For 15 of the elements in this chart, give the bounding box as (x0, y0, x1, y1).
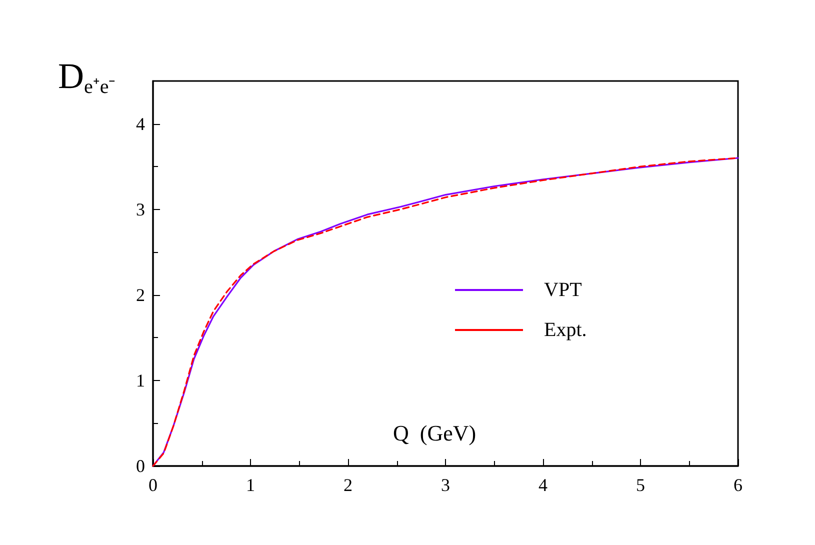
x-tick-label: 0 (148, 475, 158, 495)
x-tick-label: 1 (246, 475, 255, 495)
x-axis-title: Q (GeV) (393, 420, 476, 446)
x-tick-label: 3 (441, 475, 450, 495)
x-tick-label: 2 (344, 475, 352, 495)
x-tick-label: 4 (538, 475, 548, 495)
y-tick-label: 1 (136, 370, 145, 390)
legend-label: VPT (544, 279, 582, 301)
x-tick-label: 5 (636, 475, 645, 495)
y-tick-label: 0 (136, 456, 145, 476)
y-tick-label: 4 (136, 114, 145, 134)
y-tick-label: 2 (136, 284, 145, 305)
x-tick-label: 6 (734, 475, 742, 495)
y-tick-label: 3 (136, 199, 145, 220)
legend-label: Expt. (544, 319, 587, 341)
